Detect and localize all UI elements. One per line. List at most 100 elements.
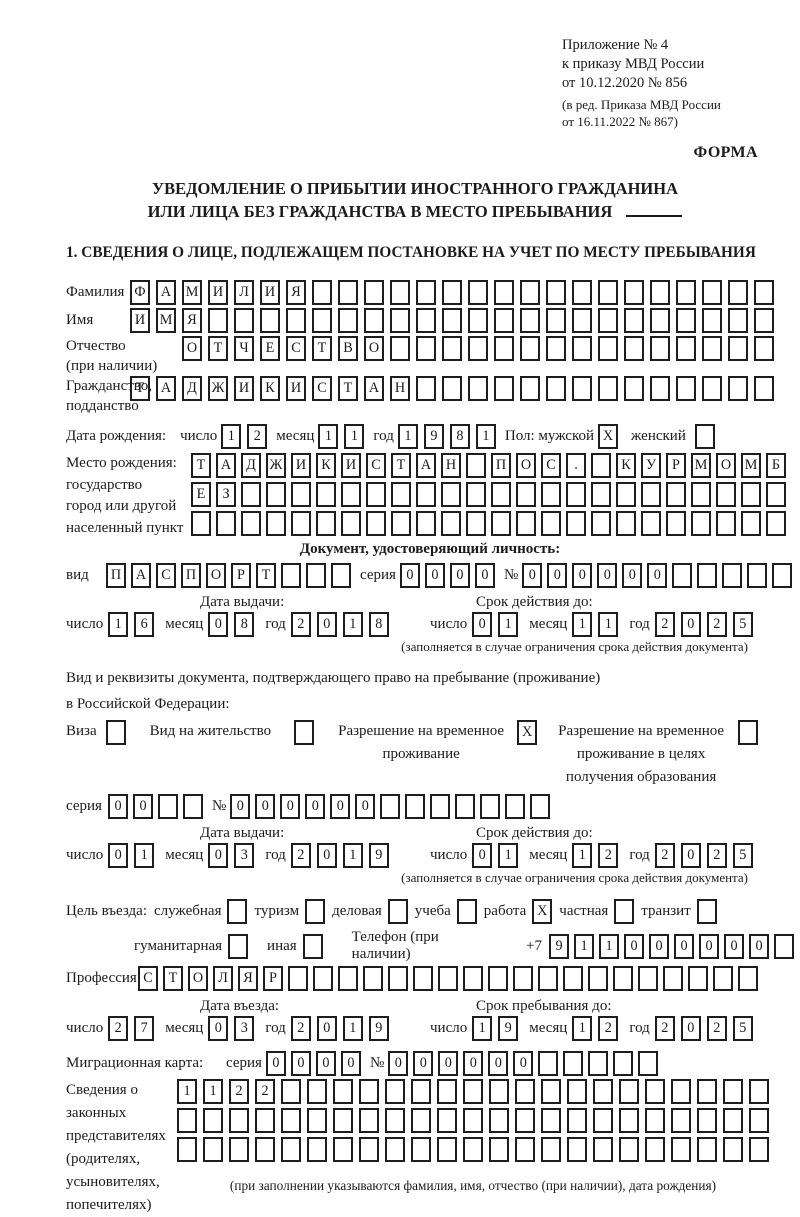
char-box[interactable]: 2	[290, 1016, 311, 1041]
char-box[interactable]	[307, 1108, 327, 1133]
char-box[interactable]: 0	[547, 563, 568, 588]
work-checkbox[interactable]: X	[532, 899, 553, 924]
char-box[interactable]	[702, 280, 722, 305]
char-box[interactable]: И	[234, 376, 254, 401]
char-box[interactable]: 0	[472, 843, 493, 868]
char-box[interactable]	[541, 1108, 561, 1133]
char-box[interactable]: 2	[654, 843, 675, 868]
char-box[interactable]	[183, 794, 203, 819]
char-box[interactable]	[468, 336, 488, 361]
char-box[interactable]: Т	[312, 336, 332, 361]
char-box[interactable]	[546, 308, 566, 333]
char-box[interactable]	[754, 308, 774, 333]
char-box[interactable]	[515, 1108, 535, 1133]
char-box[interactable]: Ф	[130, 280, 150, 305]
char-box[interactable]	[772, 563, 793, 588]
char-box[interactable]: 0	[208, 612, 229, 637]
char-box[interactable]	[255, 1137, 275, 1162]
char-box[interactable]: 1	[342, 1016, 363, 1041]
char-box[interactable]	[291, 511, 311, 536]
char-box[interactable]: Т	[256, 563, 276, 588]
char-box[interactable]: 1	[498, 612, 519, 637]
private-checkbox[interactable]	[614, 899, 635, 924]
char-box[interactable]	[437, 1108, 457, 1133]
char-box[interactable]: 1	[342, 843, 363, 868]
transit-checkbox[interactable]	[696, 899, 717, 924]
char-box[interactable]	[728, 336, 748, 361]
char-box[interactable]: 1	[221, 424, 242, 449]
char-box[interactable]	[463, 1108, 483, 1133]
char-box[interactable]	[702, 376, 722, 401]
char-box[interactable]	[341, 482, 361, 507]
char-box[interactable]	[638, 1051, 659, 1076]
char-box[interactable]: Т	[130, 376, 150, 401]
char-box[interactable]: С	[138, 966, 158, 991]
char-box[interactable]	[513, 966, 533, 991]
char-box[interactable]	[591, 453, 611, 478]
char-box[interactable]	[671, 1079, 691, 1104]
char-box[interactable]	[468, 280, 488, 305]
char-box[interactable]	[442, 280, 462, 305]
char-box[interactable]	[316, 511, 336, 536]
char-box[interactable]	[572, 308, 592, 333]
char-box[interactable]: 1	[134, 843, 155, 868]
char-box[interactable]: 0	[305, 794, 326, 819]
char-box[interactable]	[516, 511, 536, 536]
char-box[interactable]	[216, 511, 236, 536]
char-box[interactable]	[541, 1079, 561, 1104]
char-box[interactable]	[306, 563, 326, 588]
char-box[interactable]: 2	[255, 1079, 275, 1104]
char-box[interactable]: И	[208, 280, 228, 305]
char-box[interactable]	[541, 511, 561, 536]
char-box[interactable]	[177, 1137, 197, 1162]
char-box[interactable]	[391, 511, 411, 536]
char-box[interactable]	[624, 308, 644, 333]
char-box[interactable]	[688, 966, 708, 991]
char-box[interactable]: 1	[572, 843, 593, 868]
char-box[interactable]	[747, 563, 768, 588]
char-box[interactable]	[567, 1079, 587, 1104]
char-box[interactable]: Ж	[208, 376, 228, 401]
char-box[interactable]: Т	[191, 453, 211, 478]
male-checkbox[interactable]: X	[598, 424, 619, 449]
char-box[interactable]: О	[206, 563, 226, 588]
char-box[interactable]	[416, 376, 436, 401]
char-box[interactable]	[385, 1108, 405, 1133]
char-box[interactable]	[177, 1108, 197, 1133]
char-box[interactable]	[666, 511, 686, 536]
char-box[interactable]	[463, 1137, 483, 1162]
char-box[interactable]	[691, 511, 711, 536]
char-box[interactable]	[441, 482, 461, 507]
char-box[interactable]: 0	[488, 1051, 509, 1076]
char-box[interactable]: 2	[598, 1016, 619, 1041]
char-box[interactable]	[588, 966, 608, 991]
char-box[interactable]	[441, 511, 461, 536]
char-box[interactable]	[466, 453, 486, 478]
char-box[interactable]	[405, 794, 426, 819]
char-box[interactable]: Т	[208, 336, 228, 361]
char-box[interactable]	[338, 308, 358, 333]
char-box[interactable]: А	[156, 376, 176, 401]
char-box[interactable]	[266, 482, 286, 507]
char-box[interactable]	[723, 1137, 743, 1162]
char-box[interactable]	[505, 794, 526, 819]
char-box[interactable]	[364, 308, 384, 333]
char-box[interactable]	[697, 1108, 717, 1133]
char-box[interactable]: 0	[424, 563, 445, 588]
char-box[interactable]	[541, 482, 561, 507]
char-box[interactable]: 0	[680, 843, 701, 868]
char-box[interactable]	[676, 308, 696, 333]
char-box[interactable]	[520, 308, 540, 333]
char-box[interactable]: 0	[438, 1051, 459, 1076]
char-box[interactable]	[728, 280, 748, 305]
char-box[interactable]	[480, 794, 501, 819]
char-box[interactable]	[722, 563, 743, 588]
char-box[interactable]	[754, 376, 774, 401]
char-box[interactable]	[567, 1108, 587, 1133]
char-box[interactable]: 1	[397, 424, 418, 449]
char-box[interactable]: К	[316, 453, 336, 478]
char-box[interactable]: 2	[654, 612, 675, 637]
char-box[interactable]: Е	[260, 336, 280, 361]
char-box[interactable]: П	[491, 453, 511, 478]
char-box[interactable]	[338, 966, 358, 991]
